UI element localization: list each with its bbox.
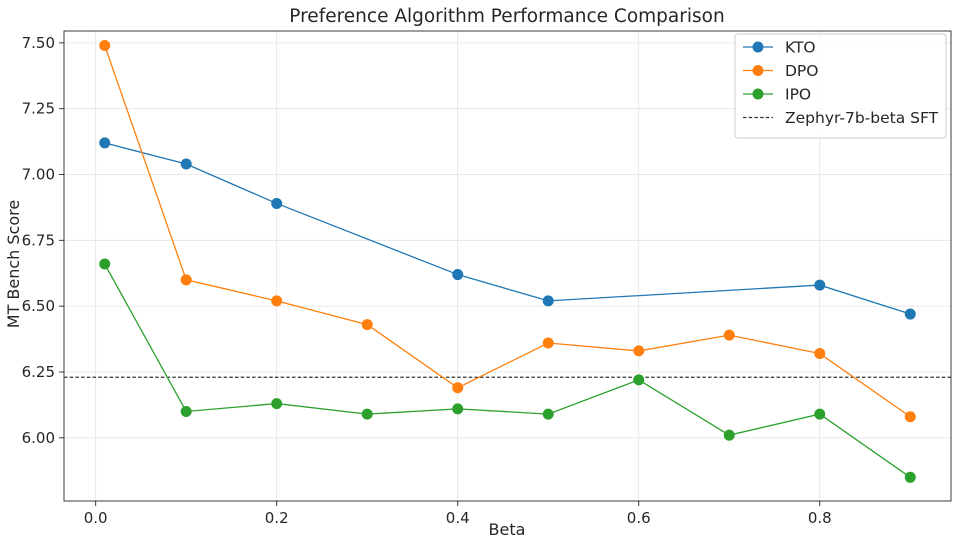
point-dpo-2 <box>271 295 283 307</box>
point-kto-1 <box>180 158 192 170</box>
point-dpo-7 <box>723 329 735 341</box>
point-ipo-9 <box>904 471 916 483</box>
y-axis-label: MT Bench Score <box>4 200 23 328</box>
y-tick-label-3: 6.75 <box>22 231 55 249</box>
y-tick-label-2: 6.50 <box>22 297 55 315</box>
point-dpo-0 <box>99 39 111 51</box>
x-tick-label-4: 0.8 <box>808 509 832 527</box>
y-tick-label-4: 7.00 <box>22 166 55 184</box>
x-tick-label-1: 0.2 <box>265 509 289 527</box>
x-tick-label-2: 0.4 <box>446 509 470 527</box>
legend-label-dpo: DPO <box>785 62 818 80</box>
y-tick-label-5: 7.25 <box>22 100 55 118</box>
legend-marker-dpo <box>752 65 764 76</box>
point-dpo-5 <box>542 337 554 349</box>
y-tick-label-6: 7.50 <box>22 34 55 52</box>
point-dpo-3 <box>361 319 373 331</box>
legend-marker-ipo <box>752 88 764 100</box>
point-dpo-9 <box>904 411 916 423</box>
point-ipo-4 <box>452 403 464 415</box>
legend: KTO DPO IPO Zephyr-7b-beta SFT <box>734 33 947 139</box>
x-tick-label-3: 0.6 <box>627 509 651 527</box>
point-kto-6 <box>904 308 916 320</box>
point-dpo-1 <box>180 274 192 286</box>
point-dpo-4 <box>452 382 464 394</box>
series-kto <box>99 137 916 320</box>
x-axis-label: Beta <box>489 520 526 539</box>
series-ipo <box>99 258 916 483</box>
series-line-ipo <box>104 263 911 478</box>
chart-title: Preference Algorithm Performance Compari… <box>289 6 724 27</box>
x-tick-label-0: 0.0 <box>84 509 108 527</box>
ticks: 0.0 0.2 0.4 0.6 0.8 6.00 6.25 6.50 6.75 7.00 7.25 7… <box>22 34 832 527</box>
grid <box>64 31 951 501</box>
legend-marker-kto <box>752 41 764 53</box>
point-ipo-7 <box>723 429 735 441</box>
point-kto-3 <box>452 269 464 281</box>
point-ipo-3 <box>361 408 373 420</box>
series-line-dpo <box>104 45 911 418</box>
point-ipo-6 <box>633 374 645 386</box>
point-ipo-8 <box>814 408 826 420</box>
point-kto-0 <box>99 137 111 149</box>
point-ipo-1 <box>180 405 192 417</box>
plot-frame <box>63 30 952 502</box>
point-ipo-2 <box>271 398 283 410</box>
y-tick-label-0: 6.00 <box>22 429 55 447</box>
point-kto-5 <box>814 279 826 291</box>
point-dpo-8 <box>814 348 826 360</box>
point-kto-2 <box>271 197 283 209</box>
point-kto-4 <box>542 295 554 307</box>
point-ipo-0 <box>99 258 111 270</box>
series-dpo <box>99 39 916 423</box>
legend-label-ipo: IPO <box>785 86 811 104</box>
legend-label-kto: KTO <box>785 39 816 57</box>
series-layer <box>99 39 916 483</box>
point-dpo-6 <box>633 345 645 357</box>
legend-box <box>734 33 947 139</box>
point-ipo-5 <box>542 408 554 420</box>
legend-label-zephyr-7b-beta-sft: Zephyr-7b-beta SFT <box>785 109 939 127</box>
y-tick-label-1: 6.25 <box>22 363 55 381</box>
